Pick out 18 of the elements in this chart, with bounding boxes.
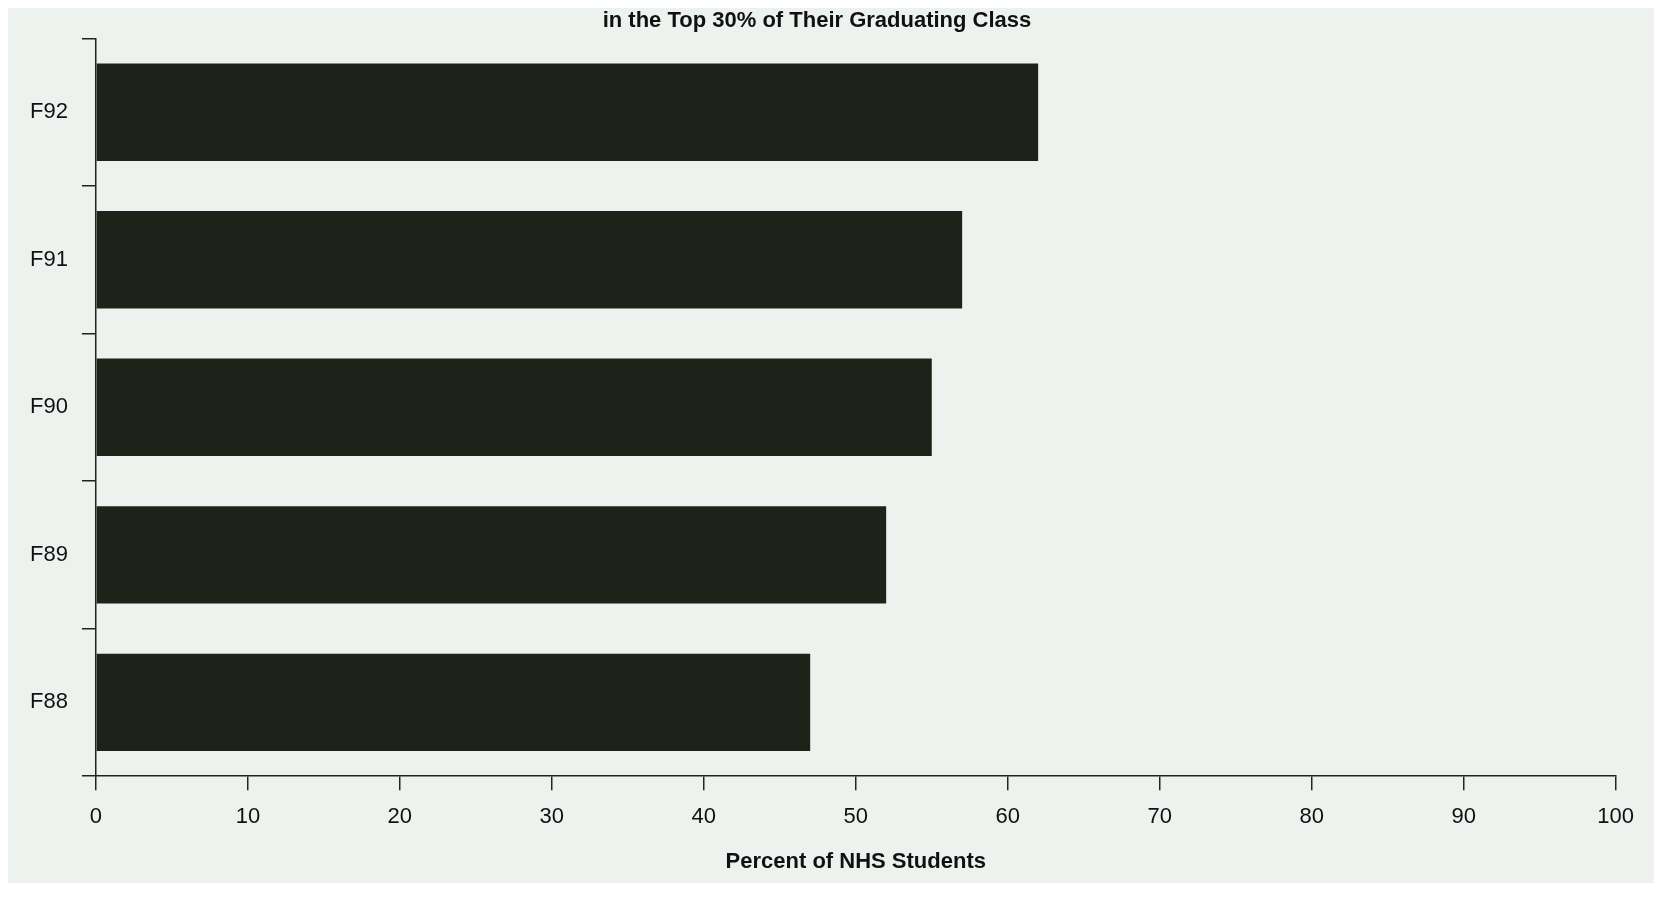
x-tick-label: 60 (995, 803, 1020, 829)
x-tick-label: 90 (1451, 803, 1476, 829)
x-tick-label: 10 (235, 803, 261, 829)
x-tick-label: 100 (1597, 803, 1635, 829)
x-tick-label: 70 (1147, 803, 1172, 829)
y-tick-label: F89 (29, 540, 68, 566)
y-tick-label: F90 (29, 393, 68, 419)
x-tick-label: 50 (843, 803, 869, 829)
x-tick-label: 80 (1299, 803, 1324, 829)
x-tick-label: 30 (539, 803, 565, 829)
x-tick-label: 20 (387, 803, 413, 829)
y-tick-label: F92 (29, 98, 68, 124)
x-axis-title: Percent of NHS Students (725, 847, 986, 873)
y-tick-label: F88 (29, 688, 68, 714)
y-tick-label: F91 (29, 245, 68, 271)
chart-title: in the Top 30% of Their Graduating Class (602, 7, 1032, 33)
x-tick-label: 0 (89, 803, 103, 829)
x-tick-label: 40 (691, 803, 717, 829)
